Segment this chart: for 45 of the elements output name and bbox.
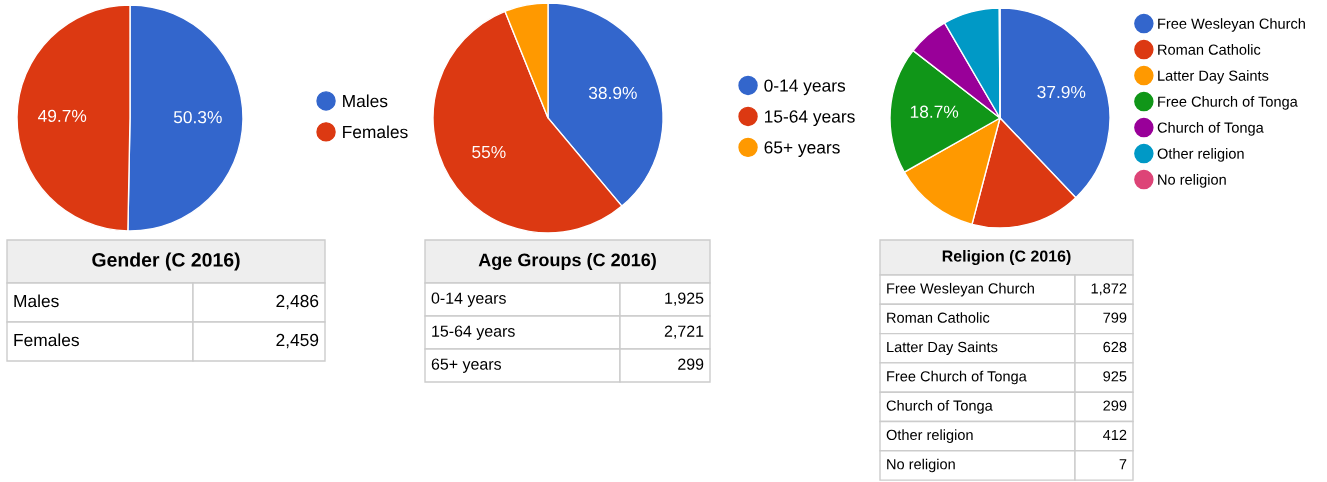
legend-label: Females [343,125,408,139]
data-label: 412 [1103,429,1127,440]
data-label: 50.3% [173,111,222,124]
legend-label: Roman Catholic [1158,44,1261,55]
category-label: No religion [887,458,955,473]
legend-label: Church of Tonga [1157,122,1264,136]
legend-label: No religion [1158,174,1226,188]
text: Gender (C 2016) [92,252,240,271]
data-label: 55% [472,145,506,159]
category-label: Free Church of Tonga [887,370,1027,385]
category-label: 0-14 years [431,292,506,307]
data-label: 49.7% [37,109,87,123]
legend-label: Other religion [1157,148,1244,162]
legend-label: 15-64 years [764,110,855,127]
category-label: Other religion [886,429,973,443]
category-label: Females [14,333,79,347]
legend-label: Males [343,94,388,108]
data-label: 799 [1103,312,1127,323]
data-label: 299 [1103,400,1127,411]
data-label: 2,459 [276,333,319,349]
legend-label: 65+ years [764,141,840,158]
category-label: Roman Catholic [887,312,990,323]
data-label: 37.9% [1037,85,1086,99]
data-label: 7 [1119,459,1127,470]
text: Age Groups (C 2016) [478,253,656,270]
data-label: 2,486 [276,294,319,310]
data-label: 628 [1103,341,1127,353]
data-label: 38.9% [588,86,637,100]
legend-label: 0-14 years [764,79,846,96]
data-label: 2,721 [664,325,704,339]
text: Religion (C 2016) [942,250,1071,265]
data-label: 925 [1103,371,1127,382]
data-label: 18.7% [910,105,959,118]
legend-label: Free Church of Tonga [1158,96,1298,110]
legend-label: Latter Day Saints [1158,70,1269,84]
category-label: 65+ years [431,358,502,373]
data-label: 1,925 [665,292,704,306]
category-label: 15-64 years [432,325,515,340]
data-label: 299 [678,358,704,370]
data-label: 1,872 [1091,283,1127,296]
category-label: Latter Day Saints [887,341,998,356]
legend-label: Free Wesleyan Church [1158,18,1305,32]
category-label: Males [14,294,59,308]
category-label: Church of Tonga [886,400,993,414]
category-label: Free Wesleyan Church [887,282,1034,297]
